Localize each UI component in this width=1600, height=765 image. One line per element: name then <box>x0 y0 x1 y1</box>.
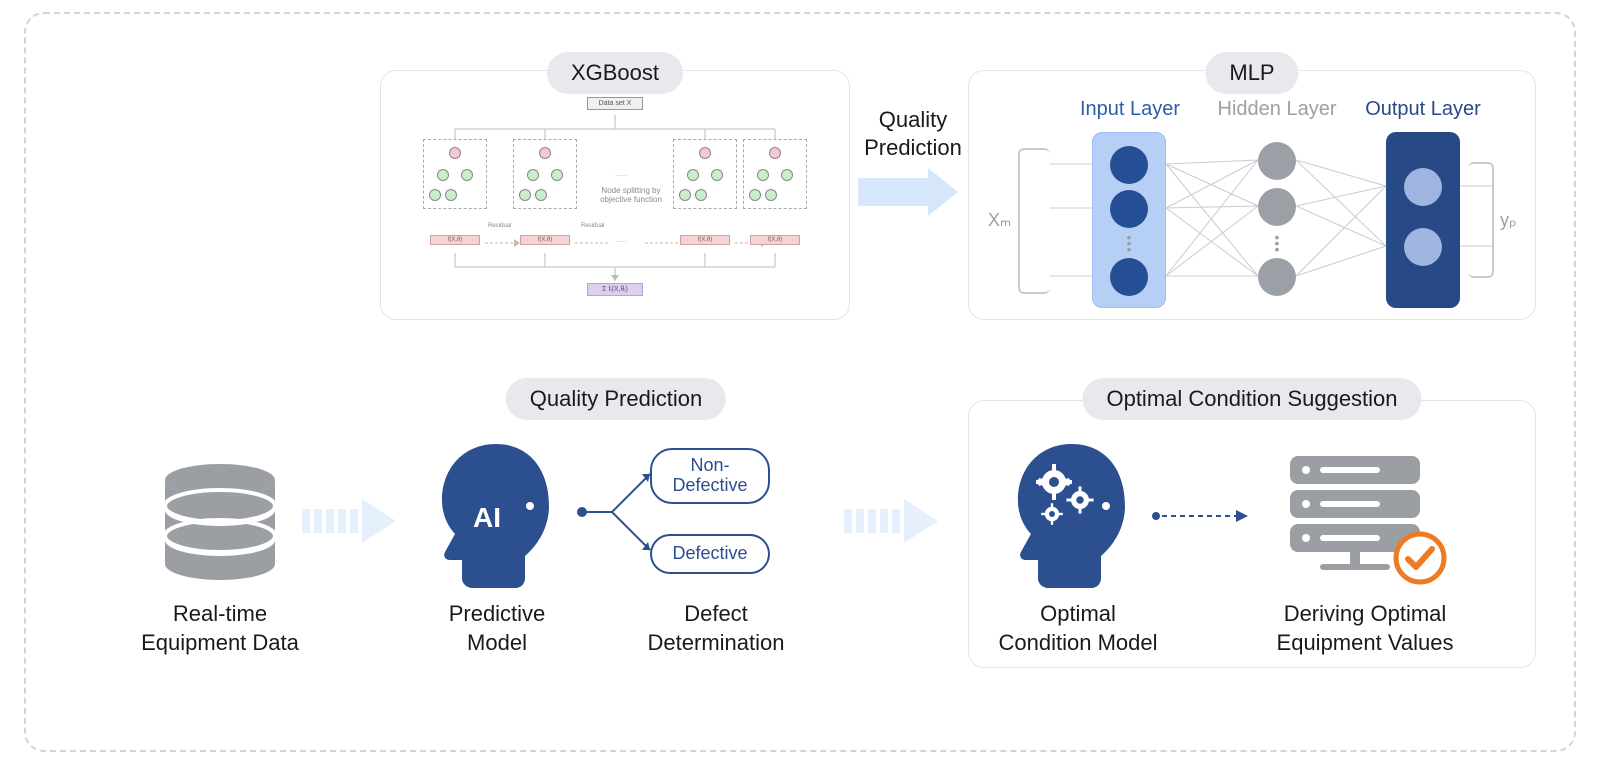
predictive-model-label: Predictive Model <box>432 600 562 657</box>
realtime-data-label: Real-time Equipment Data <box>115 600 325 657</box>
arrow-qp-to-optimal <box>844 499 938 543</box>
ai-head-text: AI <box>462 502 512 534</box>
xgb-func-3: f(X,θ) <box>680 235 730 245</box>
qp-title-pill: Quality Prediction <box>506 378 726 420</box>
deriving-label: Deriving Optimal Equipment Values <box>1260 600 1470 657</box>
xgboost-diagram: Data set X f(X,θ) f(X,θ) f(X,θ) f(X,θ) R… <box>395 95 835 313</box>
arrow-xgb-to-mlp <box>858 168 958 216</box>
xgb-sum-box: Σ fᵢ(X,θᵢ) <box>587 283 643 296</box>
xgb-func-1: f(X,θ) <box>430 235 480 245</box>
non-defective-pill: Non- Defective <box>650 448 770 504</box>
defect-determination-label: Defect Determination <box>626 600 806 657</box>
mlp-diagram: Input Layer Hidden Layer Output Layer Xₘ… <box>988 98 1516 310</box>
xgb-func-4: f(X,θ) <box>750 235 800 245</box>
xgb-dataset-box: Data set X <box>587 97 643 110</box>
branch-fork <box>572 452 662 572</box>
optimal-model-label: Optimal Condition Model <box>990 600 1166 657</box>
optimal-title-pill: Optimal Condition Suggestion <box>1082 378 1421 420</box>
xgboost-title-pill: XGBoost <box>547 52 683 94</box>
arrow-optimal-to-server <box>1150 506 1250 526</box>
arrow-data-to-qp <box>302 499 396 543</box>
check-badge-icon <box>1392 530 1448 586</box>
arrow-label-quality-prediction: Quality Prediction <box>858 106 968 161</box>
mlp-title-pill: MLP <box>1205 52 1298 94</box>
database-icon <box>155 462 285 582</box>
xgb-residual-label-1: Residual <box>488 223 511 229</box>
xgb-note: Node splitting by objective function <box>593 187 669 205</box>
defective-pill: Defective <box>650 534 770 574</box>
xgb-residual-label-2: Residual <box>581 223 604 229</box>
xgb-func-2: f(X,θ) <box>520 235 570 245</box>
optimal-head-icon <box>1008 440 1138 590</box>
